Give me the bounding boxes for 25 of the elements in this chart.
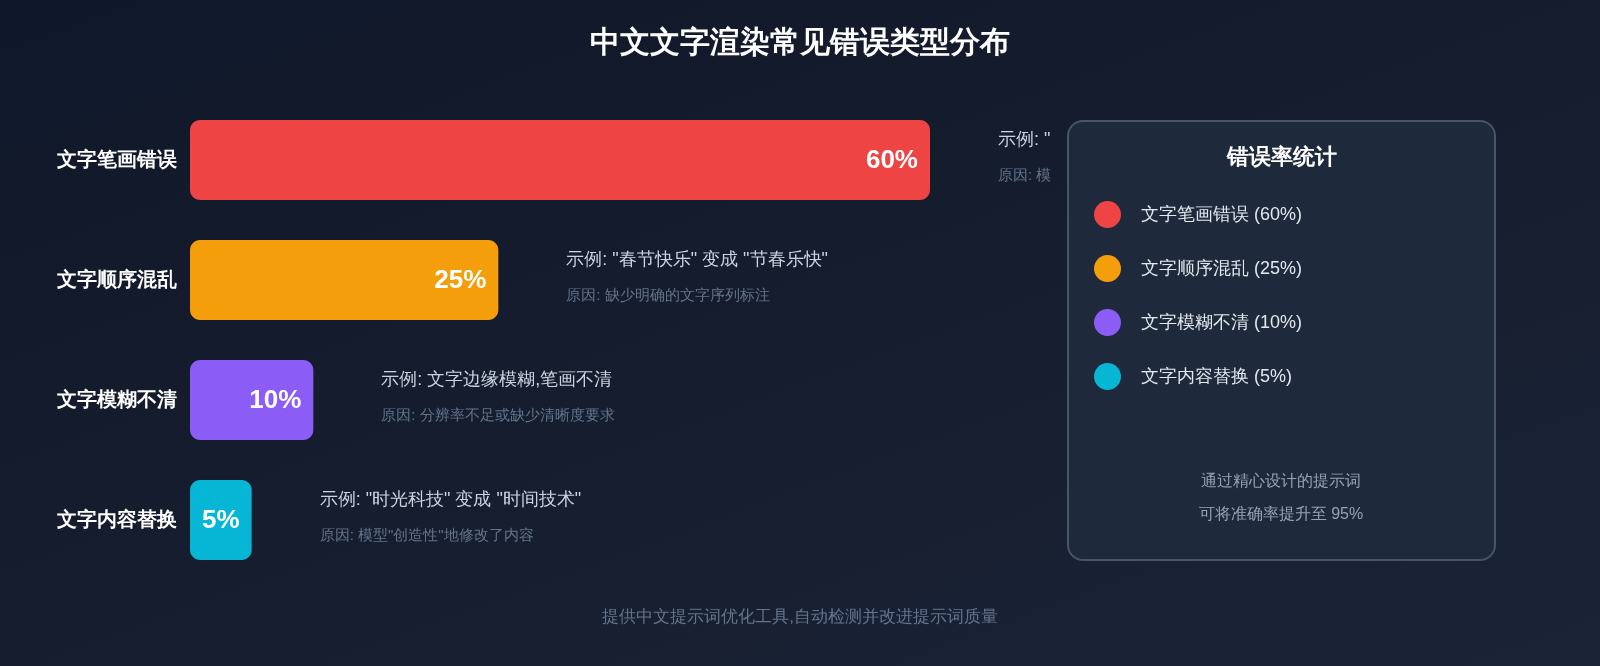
y-tick-label: 文字内容替换 — [55, 508, 177, 530]
legend-label: 文字模糊不清 (10%) — [1141, 311, 1303, 332]
legend-label: 文字顺序混乱 (25%) — [1141, 257, 1303, 278]
text: 可将准确率提升至 95% — [1198, 505, 1364, 522]
y-tick-label: 文字模糊不清 — [55, 388, 177, 410]
y-tick-label: 文字顺序混乱 — [55, 268, 177, 290]
text: 提供中文提示词优化工具,自动检测并改进提示词质量 — [602, 607, 998, 626]
data-label: 60% — [865, 144, 918, 174]
legend-label: 文字内容替换 (5%) — [1141, 365, 1293, 386]
annotation: 原因: 模型"创造性"地修改了内容 — [319, 526, 534, 543]
legend-title: 错误率统计 — [1226, 144, 1337, 169]
annotation: 原因: 分辨率不足或缺少清晰度要求 — [381, 406, 615, 423]
annotation: 示例: "时光科技" 变成 "时间技术" — [319, 489, 582, 509]
chart-title: 中文文字渲染常见错误类型分布 — [590, 25, 1010, 58]
legend-label: 文字笔画错误 (60%) — [1141, 203, 1303, 224]
text: 示例: " — [998, 129, 1051, 149]
annotation: 原因: 缺少明确的文字序列标注 — [566, 286, 770, 303]
text: 原因: 模 — [998, 166, 1052, 183]
annotation: 示例: "春节快乐" 变成 "节春乐快" — [566, 249, 828, 269]
data-label: 5% — [202, 504, 240, 534]
data-label: 10% — [249, 384, 302, 414]
text: 通过精心设计的提示词 — [1201, 472, 1361, 489]
data-label: 25% — [434, 264, 487, 294]
annotation: 示例: 文字边缘模糊,笔画不清 — [381, 369, 613, 389]
y-tick-label: 文字笔画错误 — [55, 148, 178, 170]
